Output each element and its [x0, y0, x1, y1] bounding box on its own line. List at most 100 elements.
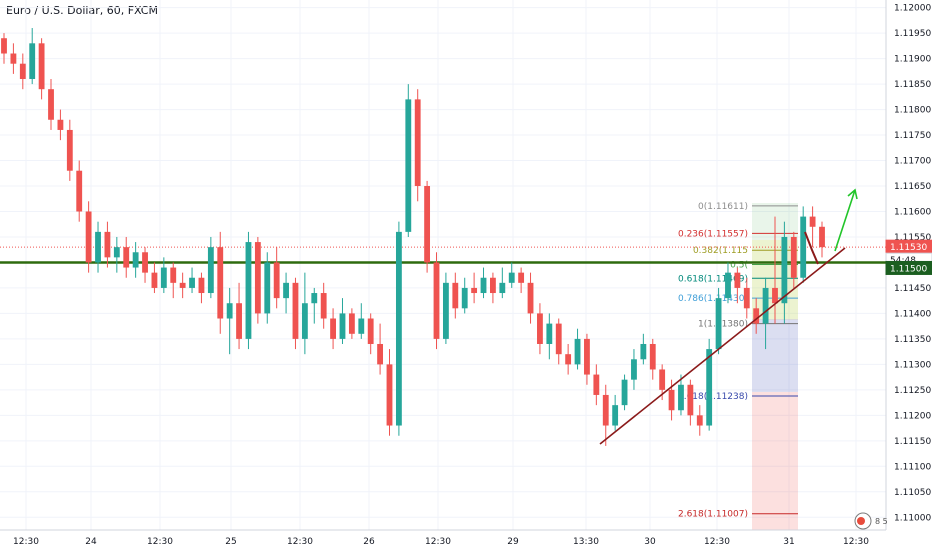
- fib-zone-bottom: [752, 392, 798, 530]
- candle-body: [574, 338, 581, 365]
- candle-body: [123, 247, 130, 268]
- candle-body: [546, 323, 553, 344]
- candle-body: [377, 343, 384, 365]
- candle-body: [339, 313, 346, 339]
- candle-body: [414, 99, 421, 187]
- x-tick-label: 12:30: [13, 537, 39, 547]
- candle-body: [593, 374, 600, 395]
- fib-level-label: 0.236(1.11557): [678, 229, 748, 239]
- candle-body: [480, 277, 487, 294]
- candle-body: [602, 394, 609, 426]
- y-tick-label: 1.11050: [894, 488, 931, 498]
- candle-body: [198, 277, 205, 294]
- fib-level-label: 0.382(1.115: [693, 246, 748, 256]
- candle-body: [85, 211, 92, 263]
- candle-body: [95, 231, 101, 263]
- candle-body: [461, 287, 468, 309]
- candle-body: [66, 129, 73, 171]
- candle-body: [499, 282, 506, 294]
- candle-body: [254, 242, 261, 314]
- candle-body: [706, 349, 713, 426]
- candle-body: [348, 313, 355, 334]
- candle-body: [367, 318, 374, 344]
- fib-level-label: 0.5(: [730, 260, 748, 270]
- candle-body: [790, 236, 797, 278]
- tradingview-logo: 8 5: [854, 512, 888, 530]
- candle-body: [734, 272, 741, 288]
- y-tick-label: 1.11300: [894, 360, 931, 370]
- candle-body: [631, 359, 637, 380]
- candle-body: [687, 384, 694, 416]
- candle-body: [715, 298, 722, 350]
- fib-level-label: 0(1.11611): [698, 202, 748, 212]
- x-tick-label: 31: [783, 537, 794, 547]
- candle-body: [311, 293, 318, 304]
- candle-body: [160, 267, 167, 288]
- y-tick-label: 1.11650: [894, 182, 931, 192]
- candle-body: [330, 318, 336, 339]
- logo-text: 8 5: [875, 517, 888, 526]
- candle-body: [490, 277, 496, 294]
- down-move-arrow: [804, 231, 819, 265]
- candle-body: [386, 364, 393, 426]
- x-tick-label: 12:30: [704, 537, 730, 547]
- up-arrow-line: [834, 189, 856, 252]
- x-tick-label: 30: [644, 537, 656, 547]
- y-tick-label: 1.11150: [894, 437, 931, 447]
- candle-body: [772, 287, 778, 304]
- y-tick-label: 1.11450: [894, 284, 931, 294]
- x-tick-label: 26: [363, 537, 375, 547]
- candle-body: [104, 231, 111, 258]
- fib-level-label: 1(1.11380): [698, 320, 748, 330]
- candle-body: [452, 282, 459, 309]
- candle-body: [537, 313, 543, 344]
- candle-body: [527, 282, 534, 314]
- y-tick-label: 1.11900: [894, 55, 931, 65]
- candle-body: [358, 318, 365, 334]
- candle-body: [725, 272, 731, 299]
- candle-body: [264, 262, 271, 314]
- y-tick-label: 1.11950: [894, 29, 931, 39]
- candle-body: [301, 303, 308, 339]
- candle-body: [668, 389, 675, 411]
- trendline: [599, 247, 846, 445]
- candle-body: [226, 303, 233, 319]
- y-tick-label: 1.11800: [894, 106, 931, 116]
- candle-body: [395, 231, 402, 426]
- drawings: [599, 188, 858, 445]
- candle-body: [142, 252, 148, 273]
- candle-body: [743, 287, 750, 309]
- candle-body: [1, 38, 7, 54]
- candle-body: [292, 282, 299, 339]
- candle-body: [649, 343, 656, 370]
- y-tick-label: 1.12000: [894, 4, 931, 14]
- candle-body: [217, 247, 224, 319]
- candle-body: [424, 186, 431, 263]
- up-arrow-head: [847, 188, 858, 200]
- y-tick-label: 1.11000: [894, 513, 931, 523]
- candle-body: [584, 338, 590, 375]
- price-tag-label: 1.11530: [890, 243, 927, 253]
- price-tag-bg: [885, 260, 932, 275]
- x-tick-label: 12:30: [425, 537, 451, 547]
- y-tick-label: 1.11700: [894, 157, 931, 167]
- candle-body: [283, 282, 289, 299]
- y-tick-label: 1.11750: [894, 131, 931, 141]
- candles: [1, 28, 825, 446]
- fib-level-label: 1.618(1.11238): [678, 392, 748, 402]
- fib-level-label: 0.786(1.11430): [678, 294, 748, 304]
- candle-body: [189, 277, 195, 288]
- y-tick-label: 1.11400: [894, 309, 931, 319]
- candle-body: [640, 343, 647, 360]
- candle-body: [170, 267, 177, 283]
- candle-body: [762, 287, 769, 324]
- candle-body: [273, 262, 280, 299]
- candle-body: [10, 53, 17, 64]
- y-tick-label: 1.11350: [894, 335, 931, 345]
- candle-body: [113, 247, 120, 258]
- x-tick-label: 12:30: [287, 537, 313, 547]
- candle-body: [696, 415, 703, 426]
- candle-body: [555, 323, 562, 355]
- candle-body: [76, 170, 83, 212]
